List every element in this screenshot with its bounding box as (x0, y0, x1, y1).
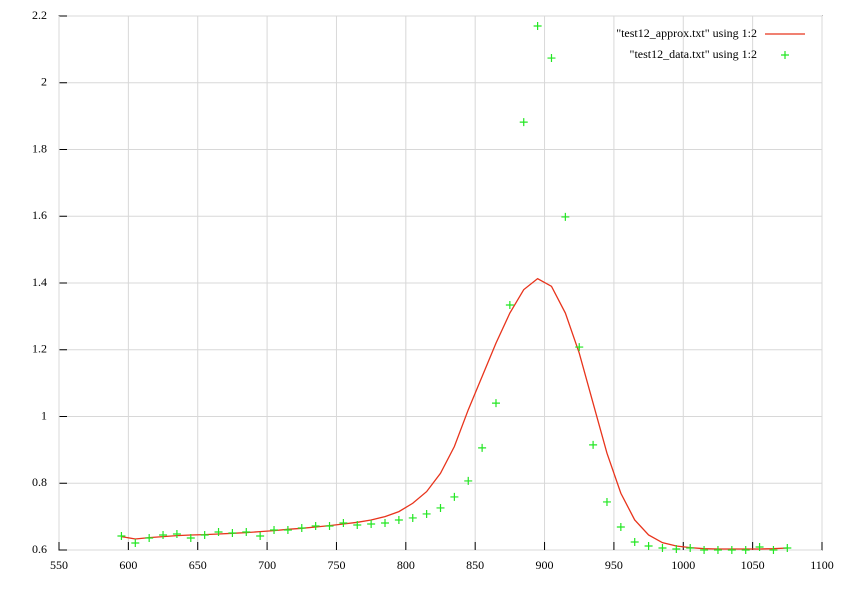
data-point (464, 476, 473, 485)
legend-swatch (781, 51, 789, 59)
data-line (121, 277, 788, 550)
x-tick-label: 600 (119, 558, 137, 572)
data-point (200, 530, 209, 539)
data-point (700, 546, 709, 554)
data-point (450, 492, 459, 501)
data-point (561, 212, 570, 221)
x-tick-label: 800 (397, 558, 415, 572)
data-point (311, 521, 320, 530)
x-tick-label: 750 (327, 558, 345, 572)
data-point (630, 537, 639, 546)
x-tick-label: 700 (258, 558, 276, 572)
data-point (755, 542, 764, 551)
data-point (270, 525, 279, 534)
data-point (713, 546, 722, 554)
y-tick-label: 1.8 (32, 141, 47, 155)
x-tick-label: 550 (50, 558, 68, 572)
data-point (436, 503, 445, 512)
data-point (547, 54, 556, 63)
data-point (769, 546, 778, 554)
y-tick-label: 0.8 (32, 475, 47, 489)
data-point (325, 521, 334, 530)
data-point (478, 443, 487, 452)
x-tick-label: 850 (466, 558, 484, 572)
x-tick-label: 900 (536, 558, 554, 572)
x-tick-label: 650 (189, 558, 207, 572)
data-point (131, 538, 140, 547)
data-point (644, 541, 653, 550)
y-tick-label: 1.2 (32, 342, 47, 356)
y-tick-label: 0.6 (32, 542, 47, 556)
data-point (214, 527, 223, 536)
data-point (242, 527, 251, 536)
data-point (505, 301, 514, 310)
data-point (394, 515, 403, 524)
legend-label: "test12_approx.txt" using 1:2 (616, 26, 757, 40)
data-point (658, 543, 667, 552)
y-tick-label: 1 (41, 408, 47, 422)
data-point (117, 531, 126, 540)
x-tick-label: 1100 (810, 558, 834, 572)
data-point (783, 543, 792, 552)
data-point (589, 440, 598, 449)
data-point (381, 518, 390, 527)
data-point (172, 529, 181, 538)
data-point (727, 546, 736, 554)
data-point (186, 533, 195, 542)
y-tick-label: 2 (41, 75, 47, 89)
data-point (159, 530, 168, 539)
data-point (353, 520, 362, 529)
data-point (422, 509, 431, 518)
data-point (519, 118, 528, 127)
data-point (575, 343, 584, 352)
data-point (686, 543, 695, 552)
legend-label: "test12_data.txt" using 1:2 (630, 47, 757, 61)
x-tick-label: 1000 (671, 558, 695, 572)
data-point (367, 519, 376, 528)
data-point (533, 22, 542, 31)
y-tick-label: 2.2 (32, 8, 47, 22)
y-tick-label: 1.4 (32, 275, 47, 289)
x-tick-label: 950 (605, 558, 623, 572)
data-point (616, 522, 625, 531)
data-point (339, 518, 348, 527)
y-tick-label: 1.6 (32, 208, 47, 222)
data-point (297, 523, 306, 532)
data-point (672, 544, 681, 553)
data-point (491, 399, 500, 408)
data-point (408, 513, 417, 522)
data-point (256, 531, 265, 540)
x-tick-label: 1050 (741, 558, 765, 572)
data-point (741, 546, 750, 554)
data-point (602, 497, 611, 506)
data-point (228, 528, 237, 537)
data-point (145, 533, 154, 542)
data-point (283, 525, 292, 534)
